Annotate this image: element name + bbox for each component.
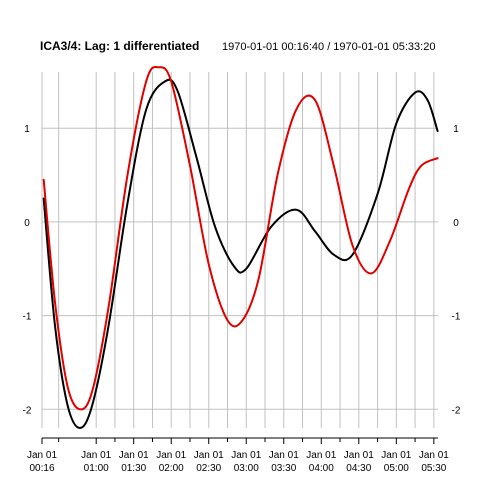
x-tick-time: 05:00	[384, 463, 409, 474]
horizontal-gridlines	[42, 127, 438, 410]
x-tick-label: Jan 01 03:30	[269, 450, 299, 474]
x-tick-date: Jan 01	[194, 450, 224, 461]
x-tick-date: Jan 01	[27, 450, 57, 461]
x-tick-time: 04:30	[346, 463, 371, 474]
series-layer	[42, 65, 439, 429]
x-tick-date: Jan 01	[381, 450, 411, 461]
y-axis-left-labels: -2 -1 0 1	[23, 124, 32, 416]
x-tick-date: Jan 01	[119, 450, 149, 461]
x-tick-time: 05:30	[421, 463, 446, 474]
x-tick-label: Jan 01 02:00	[156, 450, 186, 474]
x-tick-time: 04:00	[309, 463, 334, 474]
x-tick-time: 00:16	[29, 463, 54, 474]
x-tick-label: Jan 01 04:30	[344, 450, 374, 474]
x-tick-label: Jan 01 00:16	[27, 450, 57, 474]
x-tick-time: 03:00	[234, 463, 259, 474]
x-tick-date: Jan 01	[156, 450, 186, 461]
axes	[41, 437, 438, 444]
chart-title: ICA3/4: Lag: 1 differentiated	[40, 39, 199, 53]
x-tick-time: 03:30	[271, 463, 296, 474]
y-tick-label-right: -2	[452, 405, 461, 416]
x-tick-label: Jan 01 02:30	[194, 450, 224, 474]
y-tick-label-left: -1	[23, 312, 32, 323]
x-tick-label: Jan 01 03:00	[231, 450, 261, 474]
x-tick-time: 02:00	[159, 463, 184, 474]
x-tick-label: Jan 01 04:00	[306, 450, 336, 474]
chart-date-range: 1970-01-01 00:16:40 / 1970-01-01 05:33:2…	[222, 41, 435, 53]
x-tick-time: 01:00	[84, 463, 109, 474]
x-tick-label: Jan 01 01:30	[119, 450, 149, 474]
x-tick-date: Jan 01	[269, 450, 299, 461]
series-line-1	[42, 78, 439, 429]
x-tick-time: 02:30	[196, 463, 221, 474]
x-tick-label: Jan 01 01:00	[81, 450, 111, 474]
x-tick-label: Jan 01 05:30	[419, 450, 449, 474]
series-line-2	[42, 65, 439, 411]
x-tick-date: Jan 01	[344, 450, 374, 461]
y-tick-label-right: -1	[452, 312, 461, 323]
vertical-gridlines	[41, 72, 435, 428]
x-tick-date: Jan 01	[81, 450, 111, 461]
x-tick-date: Jan 01	[231, 450, 261, 461]
x-axis-labels: Jan 01 00:16 Jan 01 01:00 Jan 01 01:30 Jan 01 0…	[27, 450, 449, 474]
y-tick-label-right: 1	[453, 124, 459, 135]
y-axis-right-labels: -2 -1 0 1	[452, 124, 461, 416]
y-tick-label-left: -2	[23, 405, 32, 416]
x-tick-date: Jan 01	[306, 450, 336, 461]
y-tick-label-right: 0	[453, 218, 459, 229]
y-tick-label-left: 1	[24, 124, 30, 135]
y-tick-label-left: 0	[24, 218, 30, 229]
x-tick-time: 01:30	[121, 463, 146, 474]
x-tick-date: Jan 01	[419, 450, 449, 461]
x-tick-label: Jan 01 05:00	[381, 450, 411, 474]
